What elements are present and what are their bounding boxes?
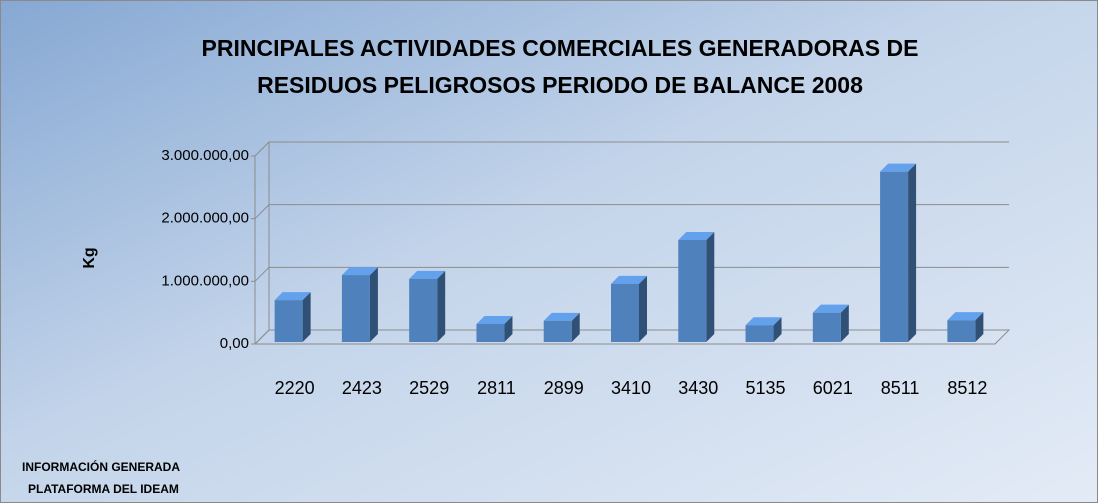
x-tick-label: 8511 [881, 378, 920, 398]
x-tick-label: 2811 [477, 378, 516, 398]
bar [947, 320, 976, 342]
bar-side [639, 275, 647, 342]
chart-title: PRINCIPALES ACTIVIDADES COMERCIALES GENE… [202, 35, 919, 61]
bar [611, 283, 639, 342]
bar-side [571, 312, 580, 342]
bar [745, 325, 774, 342]
bar [274, 300, 303, 342]
x-tick-label: 2423 [342, 378, 382, 398]
y-tick-label: 2.000.000,00 [161, 210, 249, 227]
x-tick-label: 8512 [947, 378, 987, 398]
bar-side [975, 312, 984, 342]
bar-side [302, 292, 311, 342]
y-tick-label: 1.000.000,00 [161, 272, 249, 289]
bar [678, 239, 707, 342]
bar-side [369, 267, 378, 342]
x-tick-label: 2220 [275, 378, 315, 398]
bar-top [678, 231, 715, 240]
x-tick-label: 2529 [409, 378, 449, 398]
chart-title: RESIDUOS PELIGROSOS PERIODO DE BALANCE 2… [257, 72, 863, 98]
annotation: PLATAFORMA DEL IDEAM [28, 482, 179, 496]
bar-top [745, 317, 782, 326]
bar [409, 278, 438, 342]
x-tick-label: 3410 [611, 378, 651, 398]
bar-top [611, 275, 647, 284]
bar-top [812, 304, 849, 313]
bar-side [773, 317, 782, 342]
bar-top [409, 270, 446, 279]
annotation: INFORMACIÓN GENERADA [22, 459, 180, 474]
x-tick-label: 5135 [746, 378, 786, 398]
grid-line [254, 266, 1009, 282]
x-tick-label: 6021 [813, 378, 853, 398]
bar [476, 323, 505, 342]
bar-side [840, 304, 849, 342]
y-tick-label: 0,00 [220, 335, 249, 352]
x-tick-label: 3430 [678, 378, 718, 398]
grid-line [254, 141, 1009, 157]
y-axis-label: Kg [81, 247, 98, 268]
bar-top [880, 163, 917, 172]
x-tick-label: 2899 [544, 378, 584, 398]
bar-top [476, 315, 513, 324]
bar [543, 320, 572, 342]
bar-side [908, 163, 917, 342]
bar [341, 275, 370, 342]
bar-top [341, 267, 378, 276]
y-tick-label: 3.000.000,00 [161, 147, 249, 164]
bar-top [543, 312, 580, 321]
bar-side [504, 315, 513, 342]
bar [812, 312, 841, 342]
bar-side [706, 231, 715, 342]
bar-side [437, 270, 446, 342]
bar-top [947, 312, 984, 321]
bar [880, 171, 909, 342]
bar-top [274, 292, 311, 301]
grid-line [254, 204, 1009, 220]
